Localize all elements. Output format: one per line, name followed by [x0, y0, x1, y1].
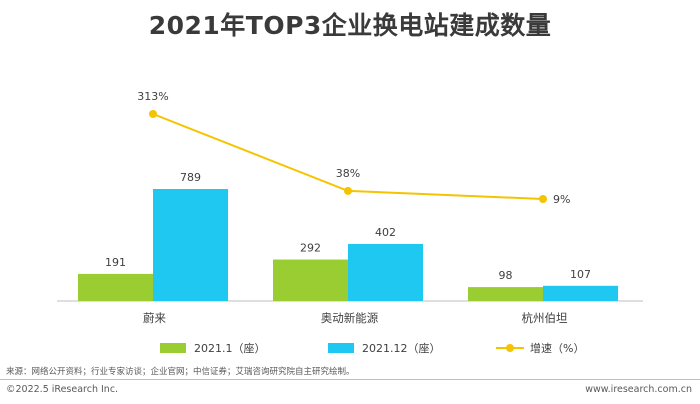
- bar-jan-0: [78, 273, 153, 301]
- category-label: 奥动新能源: [321, 311, 379, 325]
- bar-value-label: 191: [105, 256, 126, 269]
- category-label: 杭州伯坦: [522, 311, 568, 325]
- growth-value-label: 38%: [336, 167, 360, 180]
- bar-dec-1: [348, 243, 423, 301]
- growth-point: [539, 195, 547, 203]
- legend-swatch: [160, 343, 186, 353]
- chart-canvas: 191 789 蔚来 292 402 奥动新能源 98 107 杭州伯坦 313% 38% 9% 202…: [57, 90, 643, 355]
- legend-swatch: [328, 343, 354, 353]
- footer-divider: [0, 379, 700, 380]
- bar-value-label: 107: [570, 268, 591, 281]
- growth-point: [149, 110, 157, 118]
- growth-line: [152, 113, 544, 200]
- bar-dec-0: [153, 189, 228, 301]
- category-label: 蔚来: [143, 311, 166, 325]
- bar-value-label: 789: [180, 171, 201, 184]
- website-link[interactable]: www.iresearch.com.cn: [585, 384, 692, 395]
- legend-marker: [506, 344, 514, 352]
- bar-value-label: 292: [300, 242, 321, 255]
- growth-value-label: 9%: [553, 193, 570, 206]
- copyright-text: ©2022.5 iResearch Inc.: [6, 384, 119, 395]
- bar-jan-1: [273, 259, 348, 301]
- chart-title: 2021年TOP3企业换电站建成数量: [148, 11, 552, 40]
- legend-label: 增速（%）: [530, 341, 584, 355]
- growth-point: [344, 186, 352, 195]
- bar-value-label: 98: [499, 269, 513, 282]
- bar-dec-2: [543, 285, 618, 301]
- legend-label: 2021.1（座）: [194, 341, 266, 355]
- bar-jan-2: [468, 287, 543, 301]
- source-note: 来源：网络公开资料；行业专家访谈；企业官网；中信证券；艾瑞咨询研究院自主研究绘制…: [6, 367, 355, 377]
- legend-label: 2021.12（座）: [362, 341, 441, 355]
- bar-value-label: 402: [375, 226, 396, 239]
- growth-value-label: 313%: [137, 90, 168, 103]
